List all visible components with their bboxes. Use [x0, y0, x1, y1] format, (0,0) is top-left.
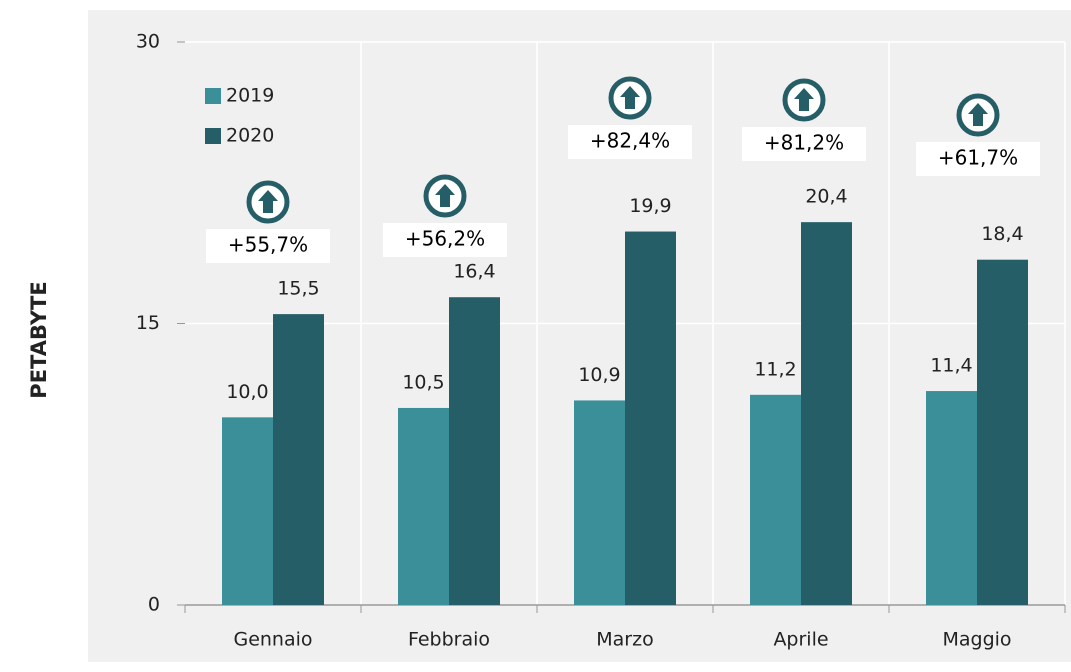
y-axis-label: PETABYTE	[27, 281, 51, 398]
annotation-box	[206, 229, 330, 263]
value-label: 16,4	[453, 261, 495, 283]
bar	[750, 394, 801, 605]
legend-swatch	[205, 128, 221, 144]
x-tick-label: Aprile	[773, 629, 828, 651]
annotation: +56,2%	[405, 227, 485, 251]
bar	[222, 417, 273, 605]
bar	[398, 407, 449, 605]
value-label: 10,5	[402, 371, 444, 393]
x-tick-label: Marzo	[596, 629, 653, 651]
annotation: +82,4%	[590, 129, 670, 153]
x-tick-label: Febbraio	[408, 629, 490, 651]
bar	[977, 259, 1028, 605]
value-label: 11,4	[930, 355, 972, 377]
annotation-box	[383, 223, 507, 257]
value-label: 20,4	[805, 186, 847, 208]
up-arrow-icon	[435, 184, 455, 207]
value-label: 10,9	[578, 364, 620, 386]
up-arrow-icon	[794, 88, 814, 111]
bar	[801, 222, 852, 605]
up-arrow-icon	[620, 86, 640, 109]
annotation-box	[916, 142, 1040, 176]
x-tick-label: Maggio	[942, 629, 1011, 651]
legend-swatch	[205, 88, 221, 104]
annotation-box	[742, 127, 866, 161]
value-label: 18,4	[981, 223, 1023, 245]
bar	[574, 400, 625, 605]
y-tick-label: 0	[148, 594, 160, 616]
y-tick-label: 30	[136, 31, 160, 53]
legend-label: 2019	[226, 85, 274, 107]
annotation-box	[568, 125, 692, 159]
value-label: 15,5	[277, 278, 319, 300]
x-tick-label: Gennaio	[233, 629, 312, 651]
bar	[926, 391, 977, 605]
y-tick-label: 15	[136, 312, 160, 334]
value-label: 11,2	[754, 358, 796, 380]
bar	[625, 231, 676, 605]
bar	[273, 314, 324, 605]
bar	[449, 297, 500, 605]
annotation: +55,7%	[228, 233, 308, 257]
up-arrow-icon	[968, 103, 988, 126]
value-label: 10,0	[226, 381, 268, 403]
up-arrow-icon	[258, 190, 278, 213]
annotation: +81,2%	[764, 131, 844, 155]
annotation: +61,7%	[938, 146, 1018, 170]
legend-label: 2020	[226, 125, 274, 147]
value-label: 19,9	[629, 195, 671, 217]
